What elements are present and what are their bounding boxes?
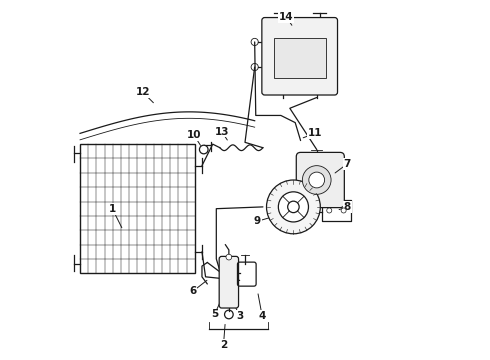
Circle shape — [302, 166, 331, 194]
Circle shape — [309, 172, 324, 188]
Text: 14: 14 — [279, 12, 294, 22]
Text: 1: 1 — [109, 204, 116, 214]
Bar — [274, 39, 326, 78]
Circle shape — [327, 208, 332, 213]
Text: 12: 12 — [136, 87, 150, 97]
Text: 10: 10 — [187, 130, 201, 140]
Circle shape — [226, 254, 232, 260]
FancyBboxPatch shape — [262, 18, 338, 95]
Circle shape — [199, 145, 208, 154]
Text: 4: 4 — [259, 311, 266, 321]
Circle shape — [288, 201, 299, 213]
Text: 11: 11 — [308, 129, 322, 138]
Text: 6: 6 — [189, 286, 196, 296]
Circle shape — [278, 192, 309, 222]
Text: 5: 5 — [211, 310, 218, 319]
FancyBboxPatch shape — [296, 152, 344, 208]
Bar — [80, 144, 195, 273]
Text: 2: 2 — [220, 340, 227, 350]
Text: 13: 13 — [215, 127, 229, 136]
Circle shape — [341, 208, 346, 213]
Circle shape — [267, 180, 320, 234]
FancyBboxPatch shape — [219, 256, 239, 308]
Text: 7: 7 — [343, 159, 351, 169]
Text: 8: 8 — [343, 202, 351, 212]
Text: 3: 3 — [236, 311, 243, 321]
Text: 9: 9 — [254, 216, 261, 226]
